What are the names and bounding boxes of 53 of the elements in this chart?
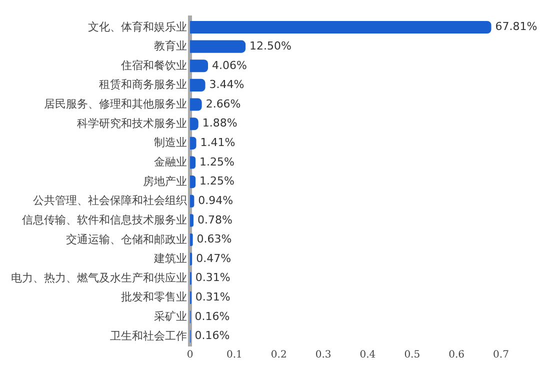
y-tick-label: 居民服务、修理和其他服务业 xyxy=(44,98,187,111)
x-tick-label: 0.7 xyxy=(493,350,509,361)
x-tick-label: 0.1 xyxy=(226,350,242,361)
y-tick-label: 房地产业 xyxy=(143,174,187,188)
data-label: 0.31% xyxy=(195,271,230,284)
data-label: 0.47% xyxy=(196,252,232,265)
data-label: 3.44% xyxy=(209,78,244,92)
y-tick-label: 教育业 xyxy=(154,40,187,53)
bar xyxy=(190,194,194,208)
y-tick-label: 批发和零售业 xyxy=(121,290,187,304)
y-tick-label: 建筑业 xyxy=(153,252,187,266)
bar xyxy=(190,78,206,92)
x-tick-label: 0.4 xyxy=(360,350,376,361)
data-label: 4.06% xyxy=(212,58,247,72)
y-tick-label: 文化、体育和娱乐业 xyxy=(88,20,187,34)
bar xyxy=(190,98,202,111)
bar xyxy=(190,20,492,34)
bar xyxy=(190,233,193,246)
data-label: 67.81% xyxy=(495,20,538,34)
x-tick-label: 0.5 xyxy=(404,350,420,361)
y-tick-label: 科学研究和技术服务业 xyxy=(77,116,187,130)
y-tick-label: 电力、热力、燃气及水生产和供应业 xyxy=(11,271,187,284)
y-tick-label: 采矿业 xyxy=(154,310,187,324)
data-label: 0.94% xyxy=(198,194,234,207)
x-tick-label: 0.2 xyxy=(270,350,287,361)
x-tick-label: 0 xyxy=(186,350,194,361)
bar xyxy=(190,136,196,150)
x-tick-label: 0.3 xyxy=(315,350,332,361)
data-label: 0.31% xyxy=(195,290,230,304)
y-tick-label: 卫生和社会工作 xyxy=(110,329,187,342)
bar xyxy=(190,214,194,227)
x-tick-label: 0.6 xyxy=(448,350,465,361)
y-tick-label: 交通运输、仓储和邮政业 xyxy=(66,232,187,246)
bar xyxy=(190,176,196,188)
bar xyxy=(190,156,196,169)
bar xyxy=(190,60,208,72)
data-label: 0.63% xyxy=(196,232,232,246)
data-label: 12.50% xyxy=(250,39,292,52)
data-label: 0.16% xyxy=(194,310,230,323)
data-label: 2.66% xyxy=(206,97,241,110)
data-label: 1.88% xyxy=(202,116,238,130)
y-tick-label: 公共管理、社会保障和社会组织 xyxy=(33,194,187,208)
y-tick-label: 信息传输、软件和信息技术服务业 xyxy=(22,213,187,226)
y-tick-label: 住宿和餐饮业 xyxy=(121,58,187,72)
data-label: 1.41% xyxy=(200,136,236,150)
data-label: 0.78% xyxy=(197,213,232,226)
data-label: 1.25% xyxy=(200,174,235,188)
data-label: 0.16% xyxy=(194,329,230,342)
bar xyxy=(190,40,246,53)
data-label: 1.25% xyxy=(200,155,235,168)
y-tick-label: 租赁和商务服务业 xyxy=(99,78,187,92)
y-tick-label: 制造业 xyxy=(154,136,187,150)
y-tick-label: 金融业 xyxy=(154,156,187,169)
